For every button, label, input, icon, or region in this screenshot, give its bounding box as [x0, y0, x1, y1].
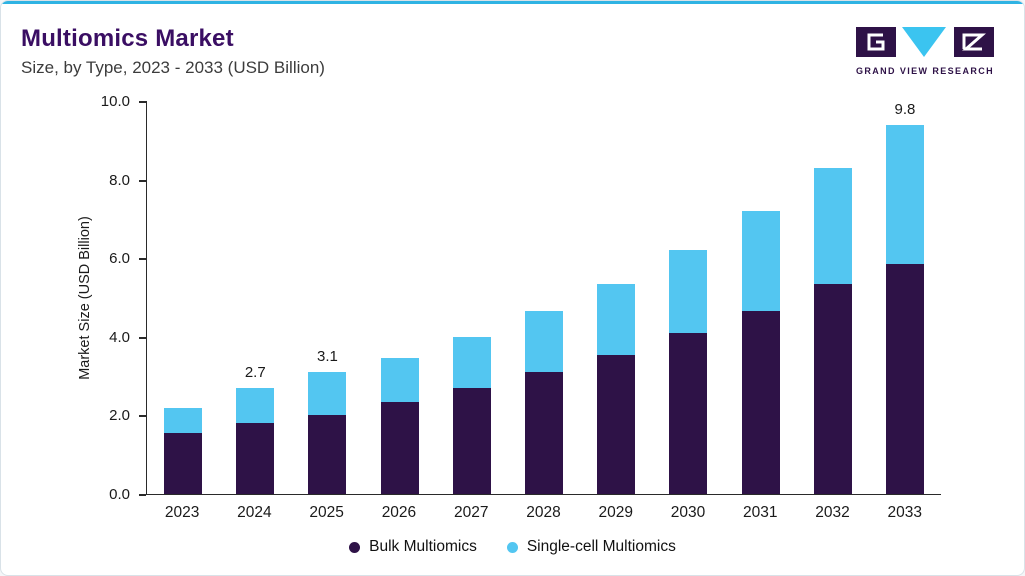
- legend-dot-bulk: [349, 541, 361, 553]
- y-tick-label: 8.0: [109, 171, 130, 189]
- segment-single-cell-multiomics: [813, 167, 852, 284]
- y-tick-mark: [139, 336, 146, 339]
- segment-single-cell-multiomics: [452, 336, 491, 388]
- y-tick-mark: [139, 494, 146, 496]
- y-tick-mark: [139, 101, 146, 103]
- legend-dot-single-cell: [506, 541, 518, 553]
- segment-single-cell-multiomics: [525, 311, 564, 373]
- x-tick-label: 2030: [670, 504, 706, 521]
- y-tick-label: 6.0: [109, 250, 130, 268]
- x-tick-label: 2027: [453, 504, 489, 521]
- segment-bulk-multiomics: [813, 283, 852, 494]
- segment-single-cell-multiomics: [380, 358, 419, 402]
- segment-bulk-multiomics: [741, 311, 780, 494]
- x-tick-label: 2026: [381, 504, 417, 521]
- bar-group-2032: [797, 101, 869, 494]
- logo-mark-icon: [856, 27, 994, 57]
- top-accent-line: [1, 1, 1024, 4]
- legend: Bulk Multiomics Single-cell Multiomics: [1, 538, 1024, 556]
- segment-bulk-multiomics: [597, 354, 636, 494]
- bars-container: 2.7 3.1 9.8: [147, 101, 941, 494]
- legend-item-bulk-multiomics: Bulk Multiomics: [349, 538, 477, 556]
- x-tick-label: 2028: [526, 504, 561, 521]
- bar-group-2023: [147, 101, 219, 494]
- y-tick-label: 4.0: [109, 328, 130, 346]
- bar-group-2024: 2.7: [219, 101, 291, 494]
- grand-view-research-logo: GRAND VIEW RESEARCH: [850, 27, 1000, 76]
- segment-single-cell-multiomics: [308, 372, 347, 416]
- y-tick-label: 0.0: [109, 486, 130, 503]
- bar-value-label: 3.1: [317, 348, 338, 366]
- bar-group-2030: [652, 101, 724, 494]
- legend-label-single-cell: Single-cell Multiomics: [526, 538, 676, 555]
- segment-single-cell-multiomics: [741, 211, 780, 312]
- segment-single-cell-multiomics: [164, 407, 203, 434]
- segment-bulk-multiomics: [164, 433, 203, 494]
- segment-single-cell-multiomics: [597, 283, 636, 355]
- x-tick-label: 2024: [237, 504, 272, 521]
- segment-single-cell-multiomics: [669, 250, 708, 333]
- bar-group-2026: [364, 101, 436, 494]
- bar-group-2031: [725, 101, 797, 494]
- legend-item-single-cell-multiomics: Single-cell Multiomics: [506, 538, 676, 556]
- y-tick-mark: [139, 258, 146, 261]
- segment-bulk-multiomics: [669, 332, 708, 494]
- x-tick-label: 2029: [598, 504, 633, 521]
- y-tick-label: 10.0: [100, 93, 130, 110]
- segment-single-cell-multiomics: [236, 387, 275, 424]
- legend-label-bulk: Bulk Multiomics: [369, 538, 477, 555]
- y-tick-mark: [139, 179, 146, 182]
- segment-bulk-multiomics: [380, 401, 419, 494]
- bar-group-2029: [580, 101, 652, 494]
- bar-group-2033: 9.8: [869, 101, 941, 494]
- x-tick-label: 2033: [887, 504, 923, 521]
- chart-header: Multiomics Market Size, by Type, 2023 - …: [21, 25, 325, 78]
- segment-bulk-multiomics: [525, 372, 564, 494]
- x-axis: 2023 2024 2025 2026 2027 2028 2029 2030 2031 2032…: [146, 504, 941, 522]
- x-tick-label: 2031: [743, 504, 778, 521]
- y-tick-mark: [139, 415, 146, 418]
- x-tick-label: 2023: [164, 504, 200, 521]
- logo-v-triangle: [902, 27, 946, 57]
- bar-group-2027: [436, 101, 508, 494]
- bar-group-2025: 3.1: [291, 101, 363, 494]
- page-subtitle: Size, by Type, 2023 - 2033 (USD Billion): [21, 58, 325, 77]
- plot-area: 2.7 3.1 9.8: [146, 101, 941, 495]
- page-title: Multiomics Market: [21, 25, 234, 52]
- y-tick-label: 2.0: [109, 407, 130, 425]
- bar-value-label: 2.7: [244, 363, 266, 381]
- y-axis: 0.0 2.0 4.0 6.0 8.0 10.0: [76, 93, 146, 503]
- x-tick-label: 2032: [815, 504, 850, 521]
- segment-bulk-multiomics: [236, 423, 275, 494]
- segment-bulk-multiomics: [885, 264, 924, 494]
- x-tick-label: 2025: [309, 504, 344, 521]
- segment-single-cell-multiomics: [885, 125, 924, 265]
- segment-bulk-multiomics: [308, 415, 347, 494]
- bar-group-2028: [508, 101, 580, 494]
- segment-bulk-multiomics: [452, 387, 491, 494]
- logo-text: GRAND VIEW RESEARCH: [855, 66, 995, 76]
- bar-value-label: 9.8: [894, 101, 916, 118]
